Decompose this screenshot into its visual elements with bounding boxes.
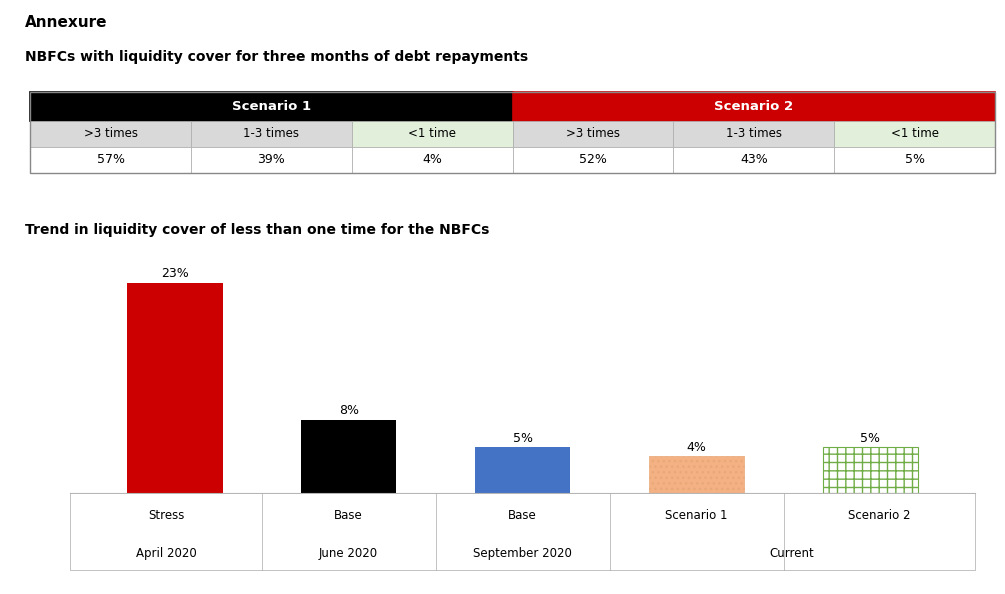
Text: 39%: 39%	[257, 153, 285, 166]
Text: Base: Base	[335, 509, 363, 522]
Text: 1-3 times: 1-3 times	[726, 127, 782, 140]
Text: 43%: 43%	[740, 153, 768, 166]
Text: April 2020: April 2020	[136, 548, 196, 560]
Text: Base: Base	[509, 509, 537, 522]
Text: 52%: 52%	[579, 153, 607, 166]
Text: 23%: 23%	[161, 267, 189, 280]
Text: Annexure: Annexure	[25, 15, 108, 30]
Text: Scenario 2: Scenario 2	[715, 100, 793, 113]
Bar	[127, 283, 222, 493]
Text: NBFCs with liquidity cover for three months of debt repayments: NBFCs with liquidity cover for three mon…	[25, 50, 529, 65]
Text: 4%: 4%	[686, 441, 707, 454]
Text: <1 time: <1 time	[890, 127, 939, 140]
Text: Scenario 2: Scenario 2	[848, 509, 911, 522]
Bar	[300, 420, 397, 493]
Text: Scenario 1: Scenario 1	[665, 509, 728, 522]
Text: 1-3 times: 1-3 times	[243, 127, 299, 140]
Text: >3 times: >3 times	[566, 127, 620, 140]
Text: 5%: 5%	[513, 432, 533, 444]
Text: Scenario 1: Scenario 1	[232, 100, 311, 113]
Text: September 2020: September 2020	[473, 548, 572, 560]
Text: 57%: 57%	[96, 153, 125, 166]
Bar	[474, 447, 571, 493]
Bar	[823, 447, 919, 493]
Text: 5%: 5%	[860, 432, 880, 444]
Text: >3 times: >3 times	[83, 127, 138, 140]
Text: June 2020: June 2020	[320, 548, 378, 560]
Text: Trend in liquidity cover of less than one time for the NBFCs: Trend in liquidity cover of less than on…	[25, 223, 489, 237]
Text: Stress: Stress	[148, 509, 184, 522]
Text: 5%: 5%	[904, 153, 925, 166]
Text: Current: Current	[770, 548, 815, 560]
Text: 4%: 4%	[422, 153, 442, 166]
Text: 8%: 8%	[339, 404, 359, 417]
Bar	[648, 456, 745, 493]
Text: <1 time: <1 time	[408, 127, 456, 140]
